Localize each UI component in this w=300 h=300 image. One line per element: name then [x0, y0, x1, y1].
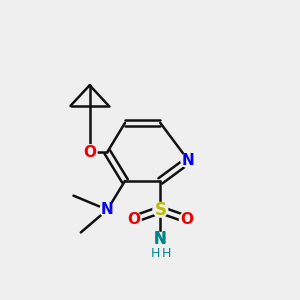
Circle shape — [153, 202, 168, 217]
Text: N: N — [182, 153, 195, 168]
Text: S: S — [154, 201, 166, 219]
Text: H: H — [151, 248, 160, 260]
Circle shape — [153, 232, 168, 247]
Text: O: O — [127, 212, 140, 227]
Text: H: H — [161, 248, 171, 260]
Circle shape — [179, 212, 194, 226]
Circle shape — [126, 212, 141, 226]
Text: N: N — [154, 231, 167, 246]
Circle shape — [181, 153, 196, 168]
Text: O: O — [83, 145, 96, 160]
Text: N: N — [101, 202, 114, 217]
Text: N: N — [154, 232, 167, 247]
Circle shape — [82, 145, 97, 159]
Circle shape — [100, 202, 115, 217]
Text: O: O — [180, 212, 193, 227]
